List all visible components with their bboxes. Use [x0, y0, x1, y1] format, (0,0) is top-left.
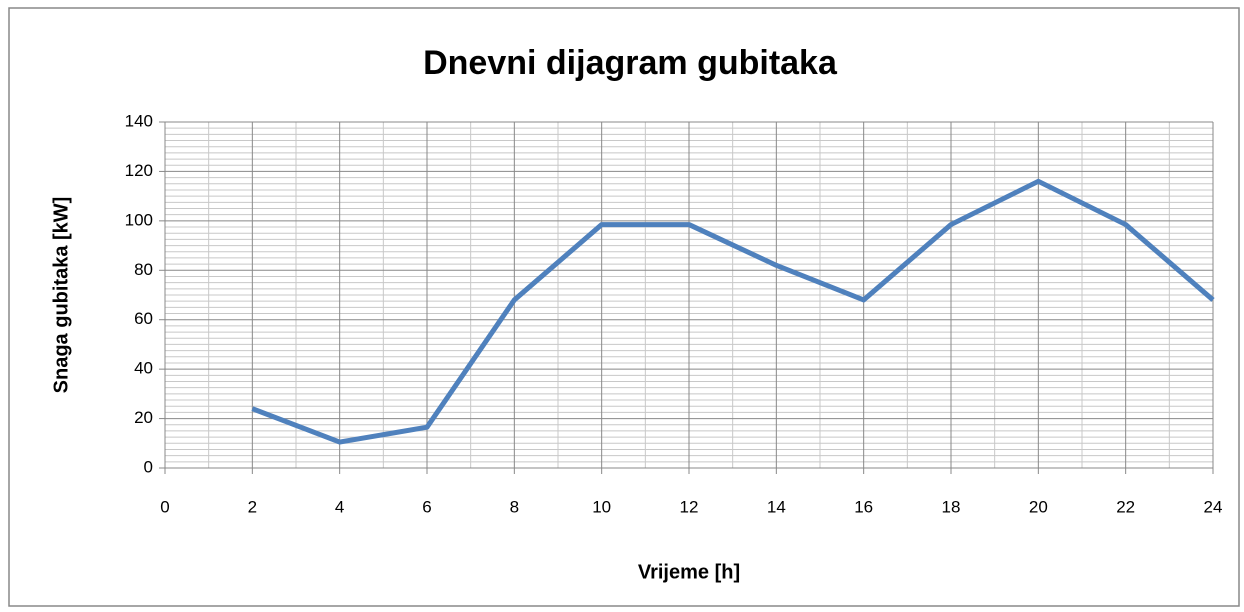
x-tick-label: 18	[942, 497, 961, 516]
x-tick-label: 24	[1204, 497, 1223, 516]
x-tick-label: 12	[680, 497, 699, 516]
y-tick-label: 20	[134, 408, 153, 427]
x-tick-label: 22	[1116, 497, 1135, 516]
x-axis-label: Vrijeme [h]	[638, 561, 740, 583]
y-tick-label: 140	[125, 111, 153, 130]
y-axis-label: Snaga gubitaka [kW]	[50, 197, 72, 394]
y-tick-label: 120	[125, 161, 153, 180]
y-tick-label: 0	[144, 457, 153, 476]
y-tick-label: 80	[134, 260, 153, 279]
data-line	[251, 178, 1215, 445]
chart-title: Dnevni dijagram gubitaka	[423, 44, 838, 82]
x-tick-label: 14	[767, 497, 786, 516]
y-tick-label: 40	[134, 359, 153, 378]
x-tick-label: 10	[592, 497, 611, 516]
x-tick-label: 16	[854, 497, 873, 516]
x-tick-label: 8	[510, 497, 519, 516]
x-tick-label: 2	[248, 497, 257, 516]
y-tick-label: 100	[125, 210, 153, 229]
x-tick-label: 4	[335, 497, 344, 516]
x-tick-label: 0	[160, 497, 169, 516]
x-tick-label: 6	[422, 497, 431, 516]
x-tick-label: 20	[1029, 497, 1048, 516]
y-tick-label: 60	[134, 309, 153, 328]
